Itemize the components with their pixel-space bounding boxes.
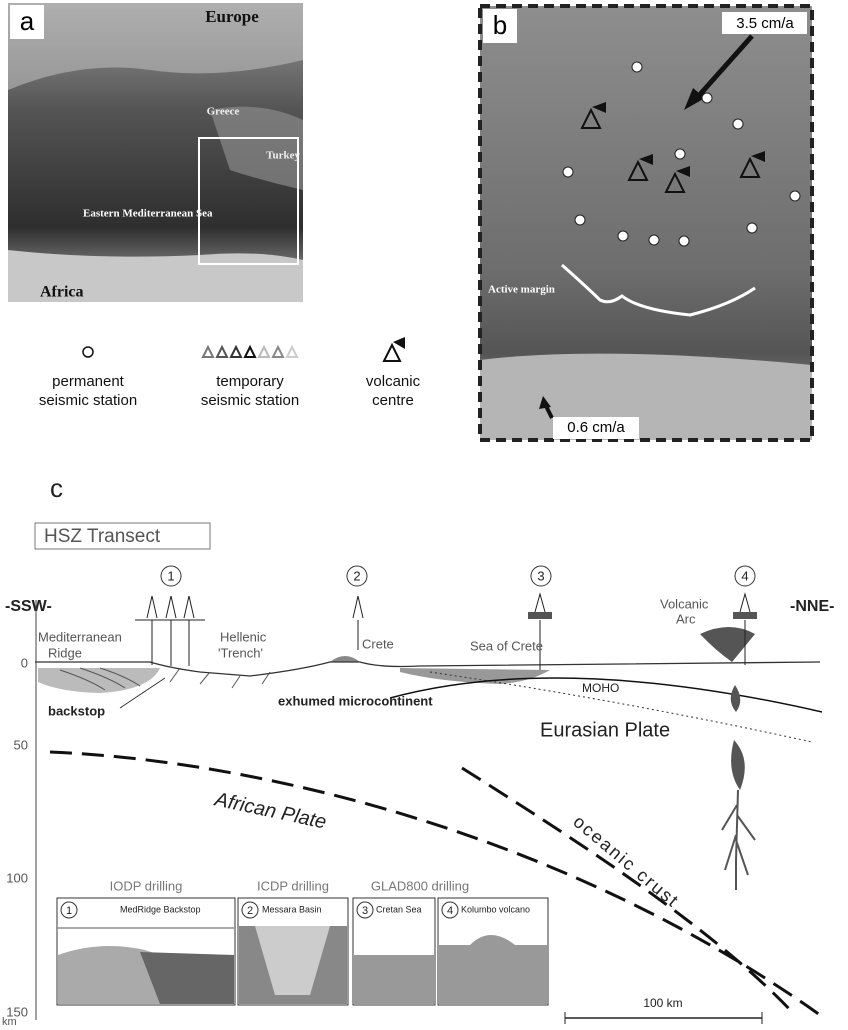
place-label: Turkey — [266, 150, 300, 162]
depth-label: 50 — [14, 737, 28, 752]
drill-platform — [528, 612, 552, 619]
permanent-station-symbol — [83, 347, 93, 357]
feature-label: African Plate — [212, 788, 328, 833]
panel-b: b 3.5 cm/a Active margin 0.6 cm/a — [480, 6, 812, 440]
site-circles — [161, 566, 755, 586]
insets: 1 2 3 4 IODP drilling ICDP drilling GLAD… — [57, 878, 548, 1005]
feature-label: Ridge — [48, 645, 82, 660]
drill-platform — [733, 612, 757, 619]
site-number: 1 — [66, 905, 72, 917]
crete — [330, 656, 360, 662]
site-number: 4 — [447, 905, 453, 917]
site-number: 2 — [247, 905, 253, 917]
feature-label: Sea of Crete — [470, 638, 543, 653]
feature-label: Volcanic — [660, 596, 709, 611]
site-number: 3 — [362, 905, 368, 917]
legend-label: centre — [372, 392, 414, 409]
feature-label: backstop — [48, 703, 105, 718]
place-label: Greece — [207, 106, 240, 118]
site-number: 1 — [167, 568, 174, 583]
inset-site: Kolumbo volcano — [461, 904, 530, 914]
margin-label: Active margin — [488, 284, 555, 296]
depth-unit: km — [2, 1016, 17, 1028]
inset-site: Cretan Sea — [376, 904, 422, 914]
temporary-station-symbols — [203, 347, 297, 357]
direction-label: -NNE- — [790, 598, 834, 615]
feature-label: exhumed microcontinent — [278, 693, 433, 708]
velocity-label: 3.5 cm/a — [736, 15, 794, 32]
site-number: 3 — [537, 568, 544, 583]
depth-label: 100 — [6, 870, 28, 885]
feature-label: Crete — [362, 636, 394, 651]
panel-a: a Europe Greece Turkey Eastern Mediterra… — [8, 3, 303, 302]
inset-site: Messara Basin — [262, 904, 322, 914]
volcanic-centre-symbol — [384, 337, 405, 361]
site-number: 4 — [741, 568, 748, 583]
place-label: Eastern Mediterranean Sea — [83, 208, 213, 220]
page: a Europe Greece Turkey Eastern Mediterra… — [0, 0, 848, 1030]
magma — [731, 685, 745, 790]
site-number: 2 — [353, 568, 360, 583]
feature-label: 'Trench' — [218, 645, 263, 660]
africa-margin — [480, 354, 812, 440]
inset-layer — [439, 935, 547, 1004]
place-label: Africa — [40, 284, 84, 301]
legend: permanent seismic station temporary seis… — [39, 337, 421, 409]
inset-title: IODP drilling — [110, 878, 183, 893]
direction-label: -SSW- — [5, 598, 52, 615]
feature-label: Hellenic — [220, 629, 267, 644]
place-label: Europe — [205, 7, 259, 26]
accretionary-wedge — [38, 668, 160, 693]
legend-label: seismic station — [201, 392, 299, 409]
volcanic-arc — [700, 627, 755, 662]
magma-roots — [722, 790, 755, 890]
feature-label: Mediterranean — [38, 629, 122, 644]
panel-label: a — [20, 6, 35, 36]
inset-title: ICDP drilling — [257, 878, 329, 893]
inset-title: GLAD800 drilling — [371, 878, 469, 893]
inset-site: MedRidge Backstop — [120, 904, 201, 914]
scale-label: 100 km — [643, 996, 682, 1010]
legend-label: seismic station — [39, 392, 137, 409]
panel-label: c — [50, 473, 63, 503]
feature-label: Arc — [676, 611, 696, 626]
feature-label: Eurasian Plate — [540, 719, 670, 741]
velocity-label: 0.6 cm/a — [567, 419, 625, 436]
legend-label: temporary — [216, 373, 284, 390]
legend-label: volcanic — [366, 373, 421, 390]
panel-label: b — [493, 10, 507, 40]
inset-layer — [354, 955, 434, 1004]
feature-label: oceanic crust — [569, 811, 683, 911]
figure: a Europe Greece Turkey Eastern Mediterra… — [0, 0, 848, 1030]
feature-label: MOHO — [582, 681, 619, 695]
transect-title: HSZ Transect — [44, 526, 161, 547]
legend-label: permanent — [52, 373, 125, 390]
depth-label: 0 — [21, 655, 28, 670]
